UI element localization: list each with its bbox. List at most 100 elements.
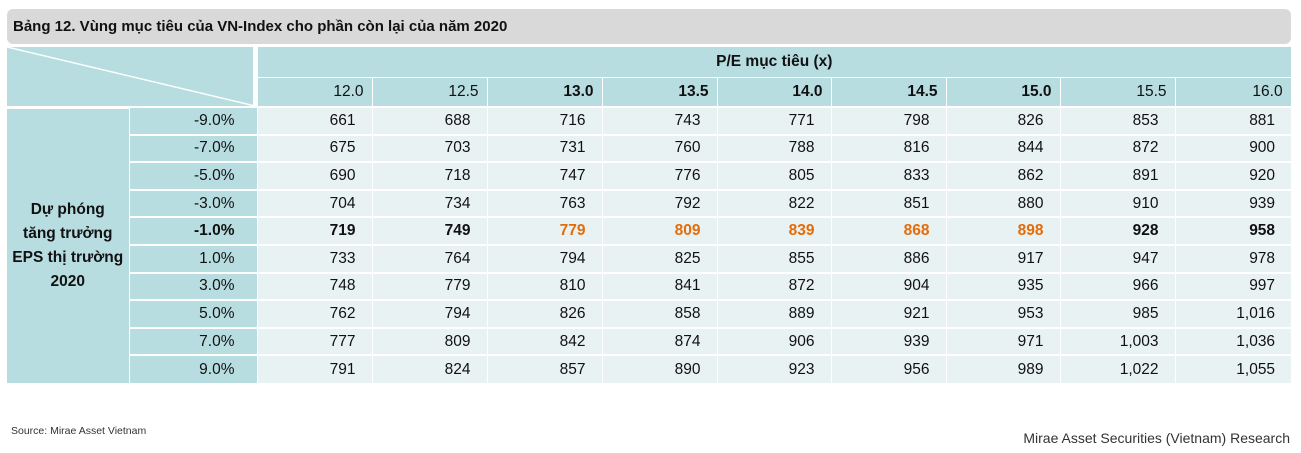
table-cell: 776: [601, 161, 717, 190]
table-cell: 985: [1059, 299, 1175, 328]
table-row: -7.0% 675 703 731 760 788 816 844 872 900: [7, 133, 1292, 163]
table-cell: 853: [1059, 106, 1175, 135]
table-cell: 917: [945, 243, 1060, 273]
pe-header-cell: 15.0: [945, 76, 1061, 107]
table-cell: 839: [716, 216, 831, 245]
table-cell: 1,036: [1174, 326, 1292, 356]
table-cell: 920: [1174, 161, 1292, 190]
row-group-label-line: 2020: [50, 272, 85, 290]
table-cell: 805: [716, 161, 831, 190]
pe-header-cell: 12.5: [371, 76, 488, 107]
table-cell: 760: [601, 133, 717, 163]
growth-label: -5.0%: [128, 161, 257, 190]
table-cell: 874: [601, 326, 717, 356]
table-row: 1.0% 733 764 794 825 855 886 917 947 978: [7, 243, 1292, 273]
table-cell: 809: [371, 326, 487, 356]
table-cell: 872: [1059, 133, 1175, 163]
table-cell: 958: [1174, 216, 1292, 245]
pe-title-cell: P/E mục tiêu (x): [256, 47, 1292, 77]
table-cell: 880: [945, 188, 1060, 218]
table-cell: 779: [371, 271, 487, 301]
table-row: Dự phóng tăng trưởng EPS thị trường 2020 -9.…: [7, 105, 1292, 383]
table-cell: 904: [830, 271, 946, 301]
table-cell: 826: [945, 106, 1060, 135]
table-title: Bảng 12. Vùng mục tiêu của VN-Index cho …: [7, 9, 1291, 44]
growth-label: -3.0%: [128, 188, 257, 218]
table-cell: 910: [1059, 188, 1175, 218]
table-cell: 826: [486, 299, 602, 328]
table-row: -3.0% 704 734 763 792 822 851 880 910 939: [7, 188, 1292, 218]
table-cell: 857: [486, 354, 602, 383]
table-cell: 791: [256, 354, 372, 383]
table-row: 3.0% 748 779 810 841 872 904 935 966 997: [7, 271, 1292, 301]
table-cell: 763: [486, 188, 602, 218]
source-note: Source: Mirae Asset Vietnam: [11, 425, 147, 437]
table-row: -1.0% 719 749 779 809 839 868 898 928 958: [7, 216, 1292, 245]
table-cell: 1,055: [1174, 354, 1292, 383]
table-cell: 935: [945, 271, 1060, 301]
table-cell: 842: [486, 326, 602, 356]
pe-header-cell: 13.5: [601, 76, 718, 107]
table-cell: 889: [716, 299, 831, 328]
pe-header-cell: 12.0: [256, 76, 373, 107]
table-cell: 771: [716, 106, 831, 135]
pe-header-cell: 14.5: [830, 76, 947, 107]
table-cell: 898: [945, 216, 1060, 245]
table-cell: 906: [716, 326, 831, 356]
table-cell: 890: [601, 354, 717, 383]
table-cell: 978: [1174, 243, 1292, 273]
table-cell: 743: [601, 106, 717, 135]
table-cell: 862: [945, 161, 1060, 190]
table-cell: 868: [830, 216, 946, 245]
table-cell: 749: [371, 216, 487, 245]
table-cell: 855: [716, 243, 831, 273]
table-cell: 719: [256, 216, 372, 245]
table-cell: 947: [1059, 243, 1175, 273]
table-cell: 690: [256, 161, 372, 190]
table-cell: 703: [371, 133, 487, 163]
table-cell: 989: [945, 354, 1060, 383]
pe-header-cell: 15.5: [1059, 76, 1176, 107]
pe-header-cell: 13.0: [486, 76, 603, 107]
table-cell: 788: [716, 133, 831, 163]
table-cell: 851: [830, 188, 946, 218]
header-row-title: P/E mục tiêu (x): [7, 47, 1292, 107]
table-cell: 956: [830, 354, 946, 383]
table-cell: 792: [601, 188, 717, 218]
table-cell: 900: [1174, 133, 1292, 163]
table-row: 5.0% 762 794 826 858 889 921 953 985 1,016: [7, 299, 1292, 328]
growth-label: 3.0%: [128, 271, 257, 301]
table-cell: 733: [256, 243, 372, 273]
table-cell: 731: [486, 133, 602, 163]
table-cell: 794: [486, 243, 602, 273]
table-cell: 718: [371, 161, 487, 190]
table-cell: 928: [1059, 216, 1175, 245]
pe-header-cell: 14.0: [716, 76, 832, 107]
table-cell: 872: [716, 271, 831, 301]
table-cell: 734: [371, 188, 487, 218]
table-cell: 1,022: [1059, 354, 1175, 383]
table-cell: 939: [830, 326, 946, 356]
footer-credit: Mirae Asset Securities (Vietnam) Researc…: [1023, 430, 1290, 446]
table-cell: 762: [256, 299, 372, 328]
row-group-label-line: Dự phóng: [30, 200, 105, 218]
table-cell: 777: [256, 326, 372, 356]
table-cell: 688: [371, 106, 487, 135]
table-body: P/E mục tiêu (x) 12.0 12.5 13.0 13.5 14.0 14.…: [7, 47, 1292, 383]
row-group-label: Dự phóng tăng trưởng EPS thị trường 2020: [7, 105, 129, 383]
growth-label: -7.0%: [128, 133, 257, 163]
table-cell: 810: [486, 271, 602, 301]
table-cell: 809: [601, 216, 717, 245]
table-cell: 833: [830, 161, 946, 190]
pe-sensitivity-table: P/E mục tiêu (x) 12.0 12.5 13.0 13.5 14.0 14.…: [7, 47, 1292, 383]
pe-header-cell: 16.0: [1174, 76, 1292, 107]
table-cell: 841: [601, 271, 717, 301]
table-cell: 748: [256, 271, 372, 301]
table-cell: 966: [1059, 271, 1175, 301]
row-group-label-line: EPS thị trường: [12, 248, 124, 266]
growth-label: 9.0%: [128, 354, 257, 383]
table-cell: 858: [601, 299, 717, 328]
table-cell: 971: [945, 326, 1060, 356]
table-cell: 923: [716, 354, 831, 383]
table-cell: 824: [371, 354, 487, 383]
